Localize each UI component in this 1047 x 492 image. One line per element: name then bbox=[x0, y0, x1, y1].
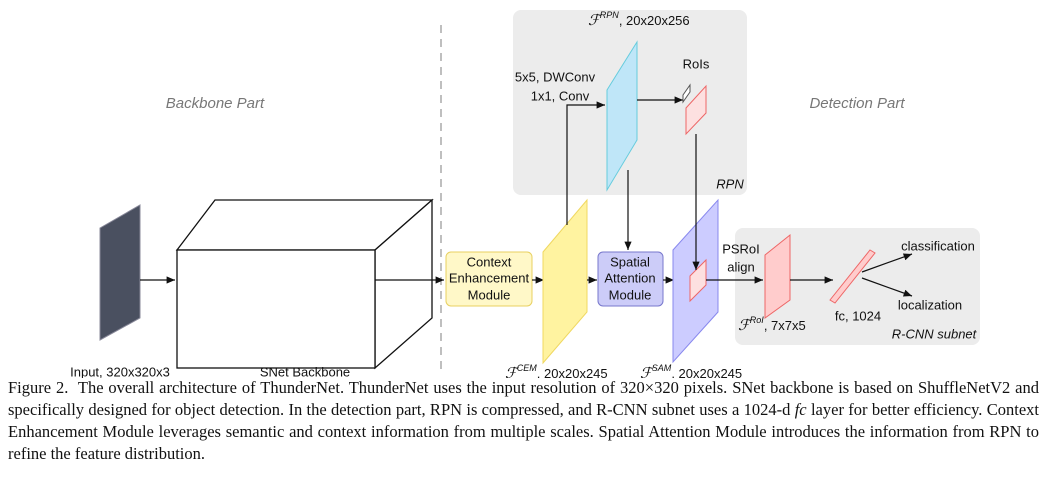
roi-icon bbox=[682, 83, 691, 104]
box-text: Module bbox=[468, 287, 511, 302]
rpn-feature bbox=[606, 40, 638, 192]
label: align bbox=[727, 259, 754, 274]
feature-label: ℱCEM, 20x20x245 bbox=[505, 363, 608, 378]
roi-icon bbox=[685, 84, 707, 136]
feature-label: ℱRoI, 7x7x5 bbox=[738, 315, 806, 334]
caption-text: fc bbox=[794, 400, 807, 419]
caption-text: layer for better efficiency. Context Enh… bbox=[8, 400, 1040, 463]
box-text: Module bbox=[609, 287, 652, 302]
cem-feature bbox=[542, 198, 588, 365]
box-text: Attention bbox=[604, 270, 655, 285]
fc-layer bbox=[829, 249, 876, 304]
sam-box bbox=[597, 251, 664, 307]
feature-label: ℱRPN, 20x20x256 bbox=[588, 10, 690, 29]
feature-label: ℱSAM, 20x20x245 bbox=[640, 363, 742, 378]
roi-feature bbox=[764, 233, 791, 319]
label: localization bbox=[898, 297, 962, 312]
label: R-CNN subnet bbox=[892, 326, 978, 341]
label: PSRoI bbox=[722, 241, 760, 256]
label: fc, 1024 bbox=[835, 308, 881, 323]
diagram: Backbone Part Detection Part Input, 320x… bbox=[70, 10, 980, 378]
section-label: Detection Part bbox=[809, 95, 905, 112]
label: SNet Backbone bbox=[260, 364, 350, 378]
caption-text: The overall architecture of ThunderNet. … bbox=[8, 378, 1039, 419]
box-text: Spatial bbox=[610, 254, 650, 269]
backbone-cube bbox=[175, 198, 434, 370]
label: RoIs bbox=[683, 56, 710, 71]
caption: Figure 2. The overall architecture of Th… bbox=[8, 377, 1039, 465]
label: 1x1, Conv bbox=[531, 88, 590, 103]
box-text: Enhancement bbox=[449, 270, 530, 285]
rcnn-region bbox=[735, 228, 980, 345]
label: Input, 320x320x3 bbox=[70, 364, 170, 378]
label: classification bbox=[901, 238, 975, 253]
cem-box bbox=[445, 251, 533, 307]
label: RPN bbox=[716, 176, 744, 191]
input-image bbox=[99, 204, 141, 341]
arrow bbox=[566, 101, 605, 225]
arrow bbox=[861, 277, 913, 297]
box-text: Context bbox=[467, 254, 512, 269]
label: 5x5, DWConv bbox=[515, 69, 596, 84]
arrow bbox=[861, 253, 913, 273]
roi-icon bbox=[689, 258, 707, 303]
caption-label: Figure 2. bbox=[8, 378, 69, 397]
section-label: Backbone Part bbox=[166, 95, 265, 112]
